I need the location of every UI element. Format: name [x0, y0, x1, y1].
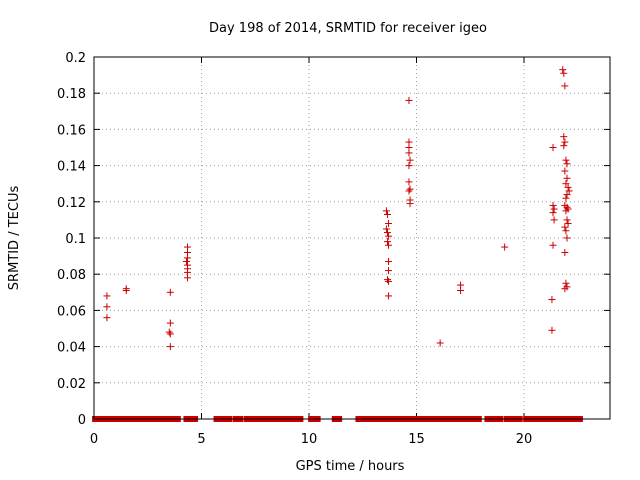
data-point [406, 185, 414, 193]
data-point [561, 167, 569, 175]
data-point [565, 187, 573, 195]
data-point [166, 330, 174, 338]
data-point [563, 203, 571, 211]
data-point [182, 258, 190, 266]
plot-frame [93, 56, 611, 420]
data-point [549, 241, 557, 249]
data-point [436, 339, 444, 347]
data-point [103, 314, 111, 322]
data-point [562, 207, 570, 215]
data-point [562, 279, 570, 287]
data-point [122, 286, 130, 294]
y-axis: 0 0.02 0.04 0.06 0.08 0.1 0.12 0.14 0.16 0.18 0.2 [57, 51, 610, 428]
data-point [563, 160, 571, 168]
data-point [563, 174, 571, 182]
data-point [385, 220, 393, 228]
data-point [184, 274, 192, 282]
data-point [550, 216, 558, 224]
y-tick-label: 0.2 [65, 51, 86, 66]
data-point [382, 225, 390, 233]
y-tick-label: 0.14 [57, 160, 86, 175]
data-point [166, 319, 174, 327]
data-point [549, 209, 557, 217]
data-point [564, 183, 572, 191]
data-point [548, 326, 556, 334]
data-point [184, 254, 192, 262]
data-point [560, 133, 568, 141]
data-point [550, 205, 558, 213]
data-point [405, 162, 413, 170]
y-tick-label: 0.1 [65, 232, 86, 247]
data-point [166, 343, 174, 351]
data-point [405, 96, 413, 104]
y-tick-label: 0.04 [57, 341, 86, 356]
data-point [560, 69, 568, 77]
y-tick-label: 0 [78, 413, 86, 428]
data-point [406, 156, 414, 164]
y-axis-label: SRMTID / TECUs [7, 186, 22, 291]
data-point [405, 149, 413, 157]
data-point [561, 248, 569, 256]
data-point [457, 286, 465, 294]
data-point [561, 138, 569, 146]
x-tick-label: 20 [516, 432, 533, 447]
chart-title: Day 198 of 2014, SRMTID for receiver ige… [209, 21, 487, 36]
data-point [563, 234, 571, 242]
y-tick-label: 0.18 [57, 87, 86, 102]
x-tick-label: 15 [408, 432, 425, 447]
data-point [385, 267, 393, 275]
data-point [385, 232, 393, 240]
y-tick-label: 0.02 [57, 377, 86, 392]
data-point [548, 296, 556, 304]
data-point [383, 238, 391, 246]
data-point [562, 180, 570, 188]
data-point [549, 201, 557, 209]
data-point [383, 276, 391, 284]
data-point [562, 156, 570, 164]
x-tick-label: 0 [90, 432, 98, 447]
data-point [561, 82, 569, 90]
x-axis: 0 5 10 15 20 [90, 57, 532, 447]
data-point [103, 292, 111, 300]
data-point [385, 277, 393, 285]
data-point [561, 223, 569, 231]
x-tick-label: 5 [197, 432, 205, 447]
data-point [165, 328, 173, 336]
data-point [166, 288, 174, 296]
data-point [564, 220, 572, 228]
data-point [406, 200, 414, 208]
data-point [562, 194, 570, 202]
data-point [563, 191, 571, 199]
data-point [560, 142, 568, 150]
data-point [559, 66, 567, 74]
y-tick-label: 0.16 [57, 123, 86, 138]
y-tick-label: 0.12 [57, 196, 86, 211]
data-point [501, 243, 509, 251]
data-point [549, 144, 557, 151]
y-tick-label: 0.06 [57, 304, 86, 319]
data-point [383, 210, 391, 218]
data-point [382, 207, 390, 215]
data-point [385, 292, 393, 300]
data-point [405, 178, 413, 186]
grid-lines [94, 57, 610, 419]
data-point [563, 216, 571, 224]
x-tick-label: 10 [301, 432, 318, 447]
x-axis-label: GPS time / hours [296, 459, 405, 474]
data-points [103, 66, 573, 351]
data-point [561, 285, 569, 293]
data-point [385, 241, 393, 249]
y-tick-label: 0.08 [57, 268, 86, 283]
data-point [383, 229, 391, 237]
data-point [405, 187, 413, 195]
data-point [562, 227, 570, 235]
data-point [103, 303, 111, 311]
data-point [385, 258, 393, 266]
